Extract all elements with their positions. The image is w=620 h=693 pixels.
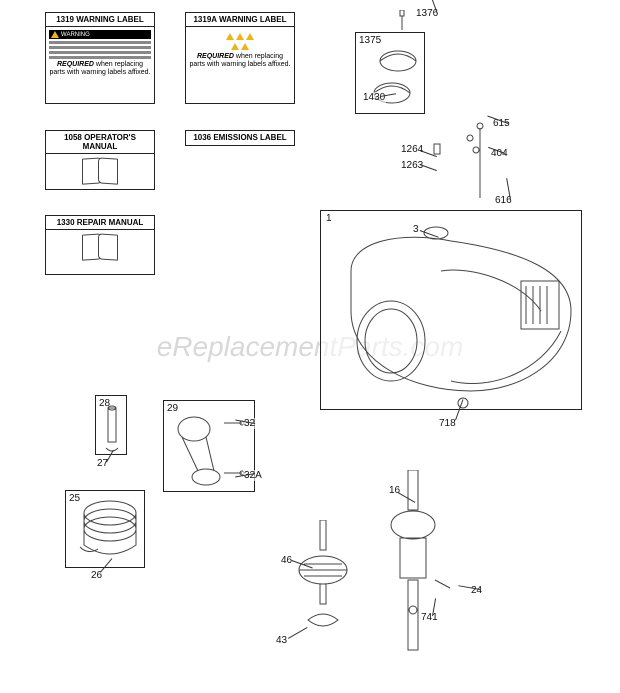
callout-43: 43 (275, 635, 288, 646)
book-icon (80, 234, 120, 262)
callout-3: 3 (412, 224, 420, 235)
label-title: 1319 WARNING LABEL (46, 13, 154, 27)
label-body: WARNING REQUIRED when replacing parts wi… (46, 27, 154, 81)
piston-drawing (66, 491, 146, 569)
label-title: 1330 REPAIR MANUAL (46, 216, 154, 230)
camshaft-drawing (290, 520, 360, 640)
label-title: 1036 EMISSIONS LABEL (186, 131, 294, 144)
label-body: REQUIRED when replacing parts with warni… (186, 27, 294, 73)
warning-triangle-icon (226, 33, 234, 40)
label-title: 1058 OPERATOR'S MANUAL (46, 131, 154, 154)
screw-1376 (395, 10, 409, 32)
cylinder-drawing (321, 211, 583, 411)
required-note: REQUIRED when replacing parts with warni… (189, 53, 291, 70)
part-box-cylinder: 1 (320, 210, 582, 410)
warning-word: WARNING (61, 32, 90, 38)
callout-741: 741 (420, 612, 439, 623)
warning-triangle-icon (231, 43, 239, 50)
crankshaft-drawing (380, 470, 470, 670)
warning-triangle-icon (246, 33, 254, 40)
book-icon (80, 158, 120, 186)
label-repair-manual: 1330 REPAIR MANUAL (45, 215, 155, 275)
warning-header: WARNING (49, 30, 151, 39)
label-title: 1319A WARNING LABEL (186, 13, 294, 27)
label-warning-1319: 1319 WARNING LABEL WARNING REQUIRED when… (45, 12, 155, 104)
warning-triangle-icon (236, 33, 244, 40)
pin-drawing (96, 396, 128, 456)
label-emissions: 1036 EMISSIONS LABEL (185, 130, 295, 146)
label-warning-1319a: 1319A WARNING LABEL REQUIRED when replac… (185, 12, 295, 104)
label-operators-manual: 1058 OPERATOR'S MANUAL (45, 130, 155, 190)
warning-triangle-icon (51, 31, 59, 38)
part-box-pin: 28 (95, 395, 127, 455)
required-note: REQUIRED when replacing parts with warni… (49, 61, 151, 78)
triangle-row (189, 33, 291, 40)
part-box-conrod: 29 (163, 400, 255, 492)
warning-text-placeholder (49, 41, 151, 59)
triangle-row (189, 43, 291, 50)
warning-triangle-icon (241, 43, 249, 50)
callout-1430: 1430 (362, 92, 386, 103)
part-box-piston: 25 (65, 490, 145, 568)
